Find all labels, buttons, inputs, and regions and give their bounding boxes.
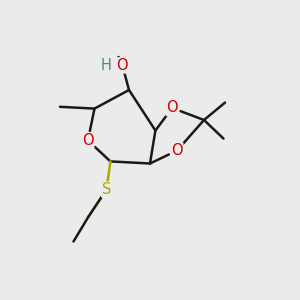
- Text: O: O: [82, 133, 94, 148]
- Text: H: H: [100, 58, 111, 73]
- Text: O: O: [171, 143, 183, 158]
- Text: S: S: [102, 182, 111, 197]
- Text: O: O: [117, 58, 128, 73]
- Text: O: O: [167, 100, 178, 116]
